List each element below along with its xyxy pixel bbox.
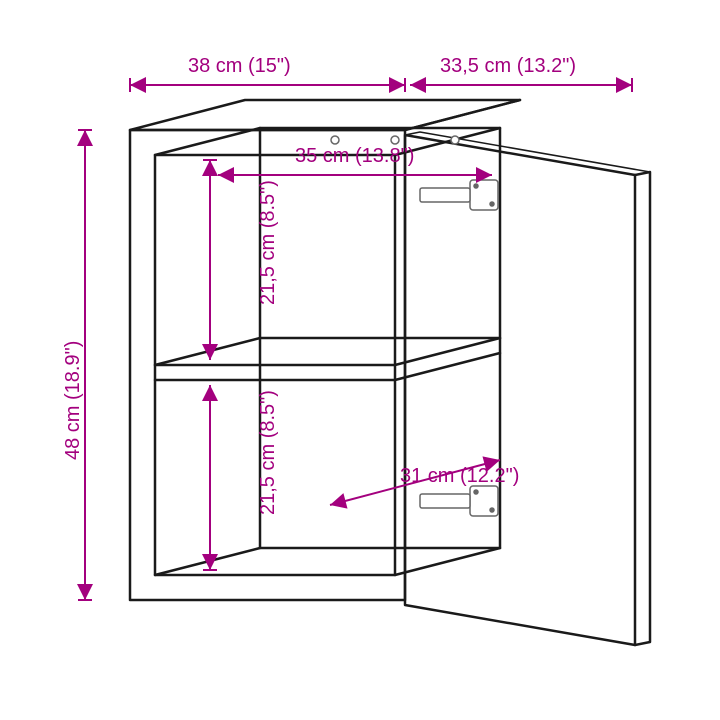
dimension-diagram: 38 cm (15") 33,5 cm (13.2") 48 cm (18.9"…	[0, 0, 720, 720]
label-inner-depth: 31 cm (12.2")	[400, 465, 519, 488]
dim-width-front	[130, 78, 405, 92]
label-inner-width: 35 cm (13.8")	[295, 145, 414, 168]
label-shelf-upper: 21,5 cm (8.5")	[257, 180, 280, 305]
hinge-bottom	[420, 486, 498, 516]
label-width-front: 38 cm (15")	[188, 55, 291, 78]
cabinet-door	[405, 132, 650, 645]
dim-depth-top	[410, 78, 632, 92]
label-height-outer: 48 cm (18.9")	[62, 341, 85, 460]
label-shelf-lower: 21,5 cm (8.5")	[257, 390, 280, 515]
hinge-top	[420, 180, 498, 210]
diagram-svg	[0, 0, 720, 720]
hinges	[331, 136, 498, 516]
label-depth-top: 33,5 cm (13.2")	[440, 55, 576, 78]
